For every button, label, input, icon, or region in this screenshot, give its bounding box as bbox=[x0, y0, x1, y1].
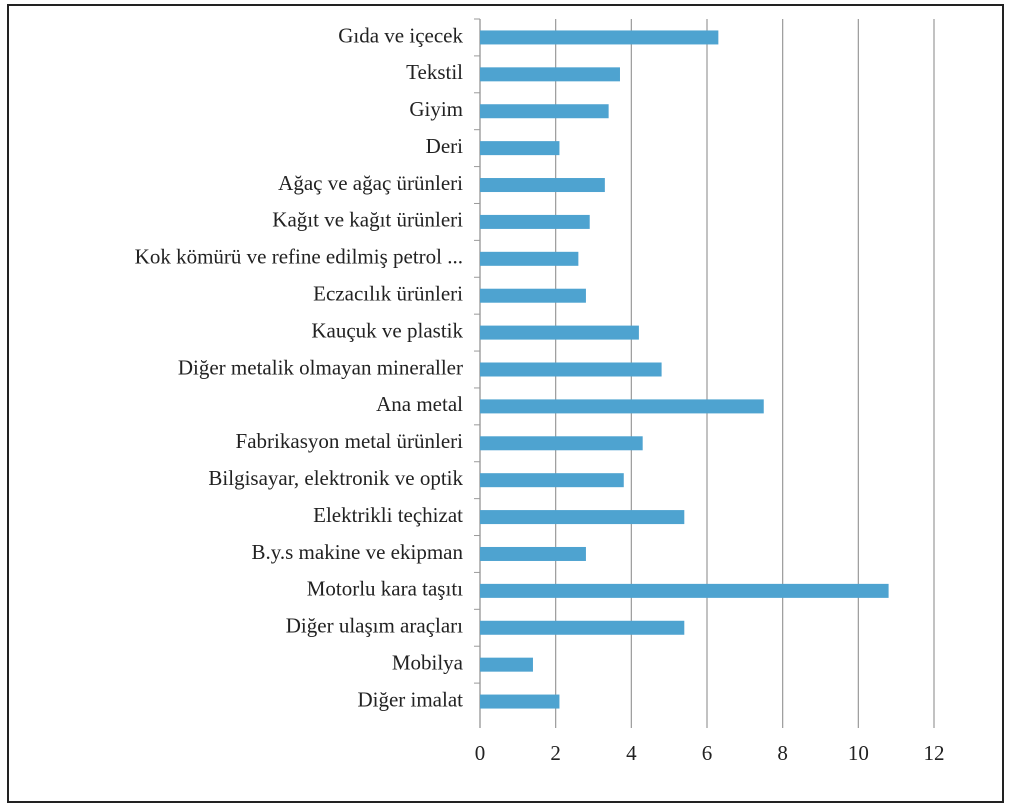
y-tick-label: Ana metal bbox=[376, 392, 463, 416]
bar bbox=[480, 694, 560, 709]
y-tick-label: Giyim bbox=[409, 97, 463, 121]
bar bbox=[480, 141, 560, 156]
bar bbox=[480, 657, 533, 672]
x-tick-label: 2 bbox=[550, 741, 561, 765]
y-tick-label: Gıda ve içecek bbox=[338, 23, 463, 47]
y-tick-label: Eczacılık ürünleri bbox=[313, 282, 463, 306]
bar bbox=[480, 30, 719, 45]
bar bbox=[480, 510, 685, 525]
bar bbox=[480, 251, 579, 266]
y-tick-label: Tekstil bbox=[406, 60, 463, 84]
x-tick-label: 8 bbox=[777, 741, 788, 765]
bar bbox=[480, 436, 643, 451]
y-tick-label: Kauçuk ve plastik bbox=[311, 318, 463, 342]
bar bbox=[480, 362, 662, 377]
x-tick-label: 4 bbox=[626, 741, 637, 765]
y-tick-label: Elektrikli teçhizat bbox=[313, 503, 463, 527]
x-tick-label: 12 bbox=[924, 741, 945, 765]
bar bbox=[480, 325, 639, 340]
y-tick-label: Diğer ulaşım araçları bbox=[286, 614, 463, 638]
y-tick-label: Diğer imalat bbox=[357, 687, 463, 711]
bar bbox=[480, 399, 764, 414]
y-tick-label: Fabrikasyon metal ürünleri bbox=[236, 429, 464, 453]
bar bbox=[480, 214, 590, 229]
bar bbox=[480, 288, 586, 303]
y-tick-label: B.y.s makine ve ekipman bbox=[251, 540, 463, 564]
bar bbox=[480, 104, 609, 119]
frame bbox=[7, 4, 1004, 803]
bar bbox=[480, 67, 620, 82]
y-tick-label: Kağıt ve kağıt ürünleri bbox=[272, 208, 463, 232]
y-tick-label: Ağaç ve ağaç ürünleri bbox=[278, 171, 463, 195]
y-tick-label: Bilgisayar, elektronik ve optik bbox=[208, 466, 463, 490]
x-tick-label: 10 bbox=[848, 741, 869, 765]
y-tick-label: Motorlu kara taşıtı bbox=[307, 577, 463, 601]
x-tick-label: 0 bbox=[475, 741, 486, 765]
y-tick-label: Deri bbox=[426, 134, 463, 158]
bar bbox=[480, 473, 624, 488]
y-tick-label: Diğer metalik olmayan mineraller bbox=[178, 355, 463, 379]
bar bbox=[480, 546, 586, 561]
bar bbox=[480, 178, 605, 193]
bar bbox=[480, 583, 889, 598]
y-tick-label: Mobilya bbox=[392, 650, 464, 674]
bar bbox=[480, 620, 685, 635]
y-tick-label: Kok kömürü ve refine edilmiş petrol ... bbox=[135, 245, 463, 269]
x-tick-label: 6 bbox=[702, 741, 713, 765]
